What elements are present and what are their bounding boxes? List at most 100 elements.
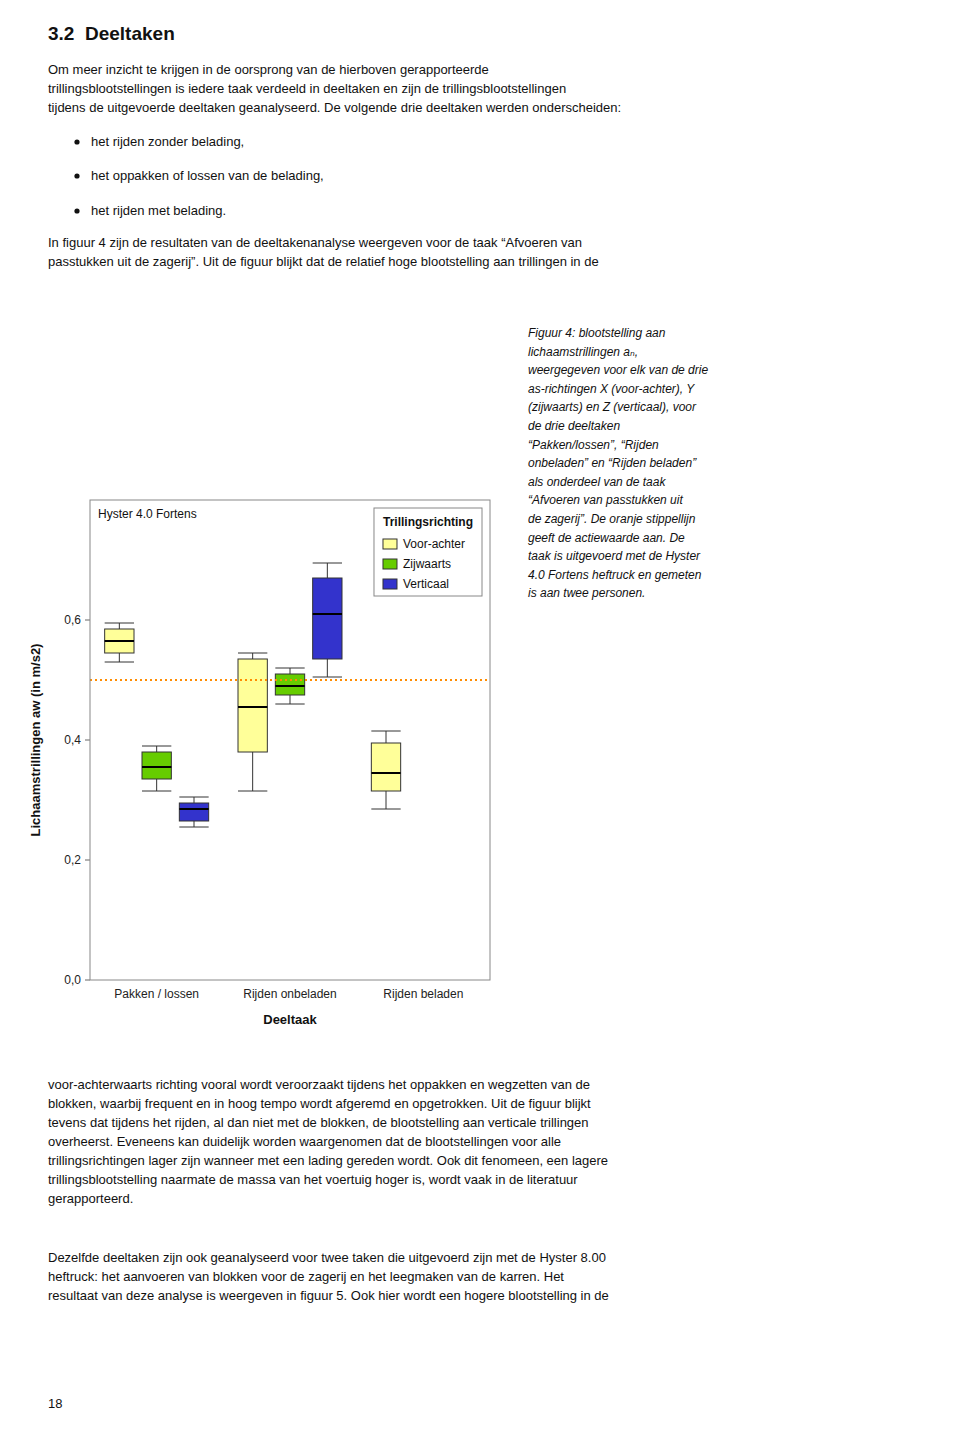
median [275,685,304,687]
text-line: trillingsblootstellingen is iedere taak … [48,81,566,96]
cap-high [313,563,342,564]
plot-background [90,500,490,980]
whisker-low [119,653,120,662]
median [179,808,208,810]
median [313,613,342,615]
bullet-item: het oppakken of lossen van de belading, [91,168,324,183]
text-line: tijdens de uitgevoerde deeltaken geanaly… [48,100,621,115]
box-body [142,752,171,779]
x-tick-label: Rijden onbeladen [243,987,336,1001]
heading: 3.2 Deeltaken [48,23,175,44]
cap-low [105,662,134,663]
whisker-high [290,668,291,674]
legend-frame [374,508,482,596]
bullet-item: het rijden zonder belading, [91,134,244,149]
box [371,731,400,809]
text-line: overheerst. Eveneens kan duidelijk worde… [48,1134,561,1149]
text-line: blokken, waarbij frequent en in hoog tem… [48,1096,591,1111]
plot-frame [90,500,490,980]
text-line: is aan twee personen. [528,586,645,600]
text-line: passtukken uit de zagerij”. Uit de figuu… [48,254,599,269]
legend-entry: Verticaal [403,577,449,591]
cap-high [275,668,304,669]
whisker-low [327,659,328,677]
cap-high [179,797,208,798]
text-line: trillingsblootstelling naarmate de massa… [48,1172,578,1187]
marks [90,563,490,827]
x-tick-label: Rijden beladen [383,987,463,1001]
cap-high [238,653,267,654]
box-body [371,743,400,791]
median [105,640,134,642]
y-tick-label: 0,0 [64,973,81,987]
legend-entry: Voor-achter [403,537,465,551]
legend-swatch [383,579,397,589]
x-axis-label: Deeltaak [263,1012,317,1027]
median [142,766,171,768]
y-tick [85,860,90,861]
box [313,563,342,677]
whisker-low [290,695,291,704]
text-line: taak is uitgevoerd met de Hyster [528,549,701,563]
bullet-dot [74,139,79,144]
whisker-high [386,731,387,743]
median [371,772,400,774]
y-tick [85,980,90,981]
y-tick-label: 0,4 [64,733,81,747]
box [142,746,171,791]
text-line: trillingsrichtingen lager zijn wanneer m… [48,1153,608,1168]
whisker-high [194,797,195,803]
bullet-item: het rijden met belading. [91,203,226,218]
y-tick-label: 0,6 [64,613,81,627]
whisker-high [327,563,328,578]
page: 3.2 Deeltaken Om meer inzicht te krijgen … [0,0,960,1444]
bullet-dot [74,208,79,213]
text-line: as-richtingen X (voor-achter), Y [528,382,695,396]
page-number: 18 [48,1396,62,1411]
whisker-high [119,623,120,629]
legend-entry: Zijwaarts [403,557,451,571]
legend: Trillingsrichting Voor-achter Zijwaarts Ver… [374,508,482,596]
whisker-low [194,821,195,827]
whisker-low [156,779,157,791]
text-line: de zagerij”. De oranje stippellijn [528,512,696,526]
chart: 0,00,20,40,6Pakken / lossenRijden onbela… [28,500,490,1027]
text-line: “Afvoeren van passtukken uit [528,493,683,507]
y-tick [85,620,90,621]
x-tick-label: Pakken / lossen [114,987,199,1001]
box-body [275,674,304,695]
text-line: tevens dat tijdens het rijden, al dan ni… [48,1115,589,1130]
text-line: als onderdeel van de taak [528,475,666,489]
box-body [313,578,342,659]
box [179,797,208,827]
text-line: 4.0 Fortens heftruck en gemeten [528,568,702,582]
whisker-high [252,653,253,659]
text-line: In figuur 4 zijn de resultaten van de de… [48,235,582,250]
box [105,623,134,662]
legend-title: Trillingsrichting [383,515,473,529]
text-line: Om meer inzicht te krijgen in de oorspro… [48,62,489,77]
box-body [105,629,134,653]
text-line: Dezelfde deeltaken zijn ook geanalyseerd… [48,1250,606,1265]
text-line: “Pakken/lossen”, “Rijden [528,438,659,452]
text-line: onbeladen” en “Rijden beladen” [528,456,697,470]
text-line: lichaamstrillingen aₙ, [528,345,638,359]
chart-title: Hyster 4.0 Fortens [98,507,197,521]
whisker-high [156,746,157,752]
box-body [179,803,208,821]
text-line: resultaat van deze analyse is weergeven … [48,1288,609,1303]
bullet-dot [74,173,79,178]
cap-low [179,827,208,828]
cap-high [142,746,171,747]
cap-high [105,623,134,624]
whisker-low [252,752,253,791]
text-line: (zijwaarts) en Z (verticaal), voor [528,400,697,414]
legend-swatch [383,559,397,569]
text-line: gerapporteerd. [48,1191,133,1206]
y-tick [85,740,90,741]
cap-low [275,704,304,705]
cap-low [313,677,342,678]
box [238,653,267,791]
box [275,668,304,704]
median [238,706,267,708]
